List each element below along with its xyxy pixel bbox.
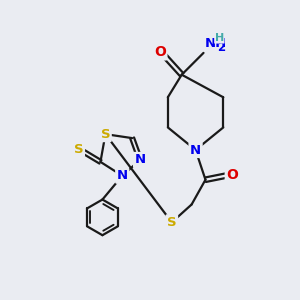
Text: NH: NH [205,37,227,50]
Text: S: S [100,128,110,141]
Text: N: N [190,143,201,157]
Text: S: S [167,216,177,229]
Text: S: S [74,142,83,155]
Text: H: H [215,33,224,43]
Text: 2: 2 [218,41,226,54]
Text: N: N [134,153,146,167]
Text: N: N [117,169,128,182]
Text: O: O [154,45,166,59]
Text: O: O [226,168,238,182]
